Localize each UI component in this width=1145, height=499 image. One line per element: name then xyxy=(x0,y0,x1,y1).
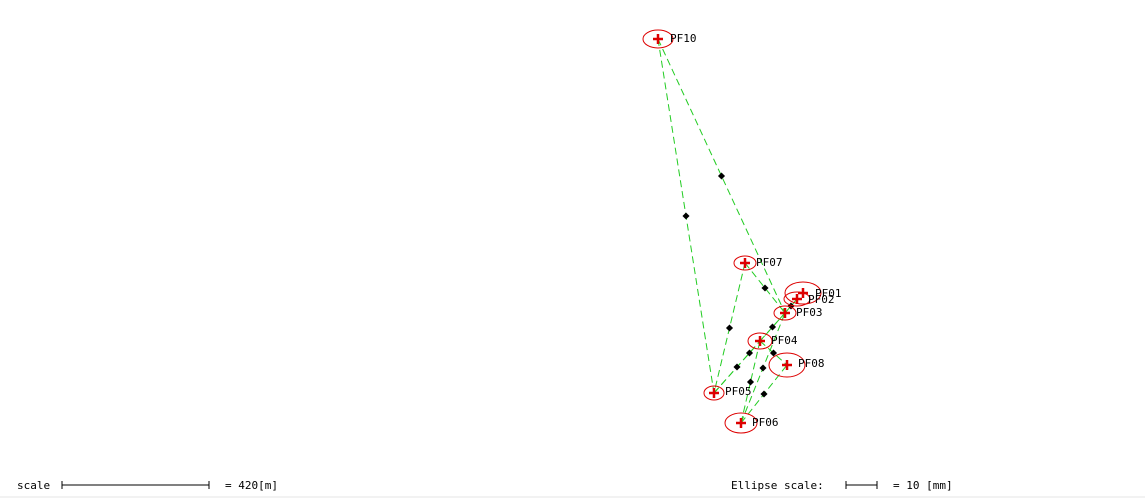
ellipse-scale-label: Ellipse scale: xyxy=(731,479,824,492)
point-label: PF05 xyxy=(725,385,752,398)
network-point-pf10: PF10 xyxy=(642,29,697,49)
point-label: PF01 xyxy=(815,287,842,300)
error-ellipse xyxy=(773,305,797,321)
error-ellipse xyxy=(783,291,811,307)
observation-line-pf03-pf02 xyxy=(784,298,798,314)
error-ellipse xyxy=(724,412,758,434)
midpoint-marker-pf10-pf03 xyxy=(717,172,726,180)
scale-label: scale xyxy=(17,479,50,492)
network-point-pf06: PF06 xyxy=(724,412,779,434)
point-label: PF10 xyxy=(670,32,697,45)
error-ellipse xyxy=(642,29,674,49)
point-label: PF07 xyxy=(756,256,783,269)
scale-bar: scale = 420[m] xyxy=(17,479,278,492)
network-point-pf04: PF04 xyxy=(747,332,798,350)
scale-value: = 420[m] xyxy=(225,479,278,492)
network-point-pf05: PF05 xyxy=(703,385,752,401)
network-point-pf02: PF02 xyxy=(783,291,835,307)
error-ellipse xyxy=(784,281,822,305)
point-label: PF02 xyxy=(808,293,835,306)
midpoint-marker-pf07-pf03 xyxy=(761,284,769,292)
network-point-pf07: PF07 xyxy=(733,255,783,271)
point-label: PF06 xyxy=(752,416,779,429)
point-label: PF03 xyxy=(796,306,823,319)
error-ellipse xyxy=(733,255,757,271)
midpoint-marker-pf07-pf05 xyxy=(725,324,734,332)
network-point-pf03: PF03 xyxy=(773,305,823,321)
error-ellipse xyxy=(703,385,725,401)
midpoint-marker-pf05-pf03 xyxy=(745,349,754,357)
point-label: PF08 xyxy=(798,357,825,370)
midpoint-marker-pf05-pf04 xyxy=(733,363,741,371)
midpoint-marker-pf06-pf03 xyxy=(759,364,767,372)
observation-line-pf04-pf08 xyxy=(759,340,788,366)
midpoint-marker-pf10-pf05 xyxy=(682,212,690,220)
network-point-pf08: PF08 xyxy=(768,352,825,378)
observation-line-pf06-pf04 xyxy=(740,340,761,424)
point-label: PF04 xyxy=(771,334,798,347)
ellipse-scale: Ellipse scale: = 10 [mm] xyxy=(731,479,953,492)
midpoint-marker-pf06-pf04 xyxy=(746,378,755,386)
midpoint-marker-pf06-pf08 xyxy=(760,390,768,398)
error-ellipse xyxy=(768,352,806,378)
error-ellipse xyxy=(747,332,773,350)
ellipse-scale-value: = 10 [mm] xyxy=(893,479,953,492)
observation-line-pf04-pf03 xyxy=(759,312,786,342)
midpoint-marker-pf04-pf03 xyxy=(768,323,777,331)
observation-line-pf10-pf03 xyxy=(657,38,786,314)
midpoint-marker-pf04-pf08 xyxy=(769,349,778,357)
